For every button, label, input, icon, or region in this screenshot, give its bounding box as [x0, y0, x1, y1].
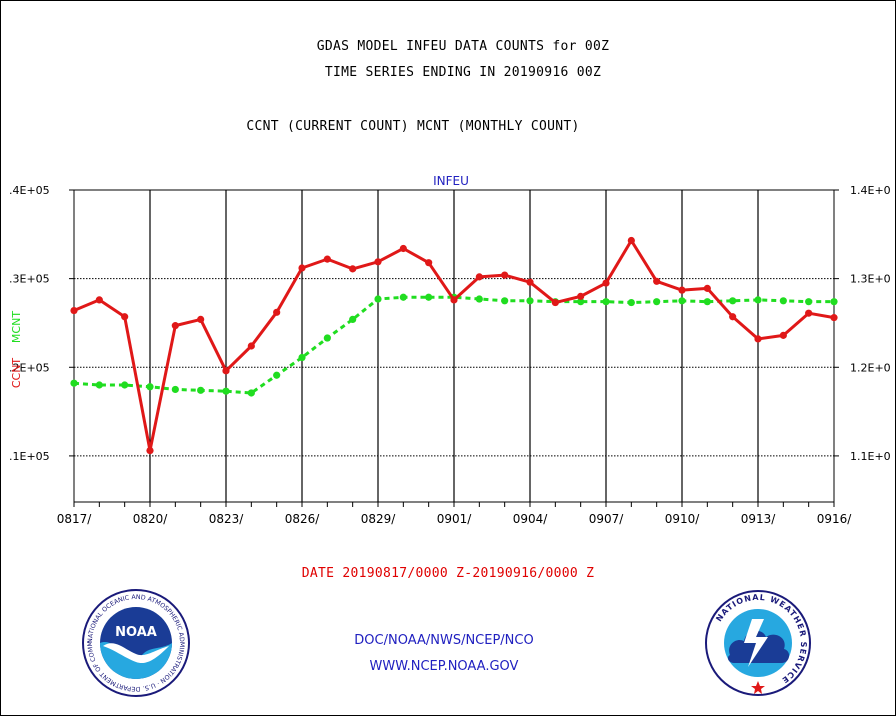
- x-tick-label: 0820/: [133, 512, 169, 526]
- noaa-letters: NOAA: [115, 625, 157, 640]
- data-point-mcnt: [830, 298, 838, 306]
- data-point-ccnt: [450, 296, 458, 304]
- data-point-ccnt: [247, 342, 255, 350]
- data-point-ccnt: [197, 315, 205, 324]
- x-tick-label: 0829/: [361, 512, 397, 526]
- y-tick-label-right: 1.2E+0: [850, 361, 891, 374]
- data-point-ccnt: [830, 314, 838, 322]
- x-tick-label: 0907/: [589, 512, 625, 526]
- data-point-ccnt: [805, 309, 813, 317]
- y-tick-label-right: 1.1E+0: [850, 450, 891, 463]
- series-lines: [70, 236, 838, 455]
- data-point-mcnt: [374, 295, 382, 303]
- y-tick-label-left: .4E+05: [9, 184, 50, 197]
- x-tick-label: 0904/: [513, 512, 549, 526]
- data-point-ccnt: [121, 313, 129, 321]
- data-point-mcnt: [273, 371, 281, 379]
- y-tick-label-left: .3E+05: [9, 273, 50, 286]
- grid-lines: [69, 189, 839, 507]
- data-point-mcnt: [95, 381, 103, 389]
- y-tick-label-left: .1E+05: [9, 450, 50, 463]
- data-point-ccnt: [577, 292, 585, 300]
- data-point-mcnt: [627, 298, 635, 307]
- noaa-logo: NATIONAL OCEANIC AND ATMOSPHERIC ADMINIS…: [79, 583, 191, 702]
- data-point-mcnt: [121, 381, 129, 389]
- data-point-ccnt: [399, 244, 407, 253]
- data-point-mcnt: [678, 297, 686, 305]
- data-point-ccnt: [171, 322, 179, 330]
- data-point-mcnt: [526, 297, 534, 305]
- data-point-ccnt: [729, 313, 737, 321]
- data-point-mcnt: [805, 298, 813, 306]
- data-point-ccnt: [627, 236, 635, 245]
- data-point-ccnt: [349, 265, 357, 273]
- data-point-mcnt: [754, 296, 762, 304]
- org-path: DOC/NOAA/NWS/NCEP/NCO: [354, 633, 534, 648]
- x-tick-label: 0910/: [665, 512, 701, 526]
- data-point-mcnt: [425, 293, 433, 301]
- data-point-ccnt: [95, 296, 103, 304]
- nws-logo: NATIONAL WEATHER SERVICE: [704, 589, 812, 701]
- data-point-ccnt: [425, 259, 433, 267]
- data-point-mcnt: [70, 379, 78, 387]
- x-tick-label: 0826/: [285, 512, 321, 526]
- data-point-ccnt: [374, 258, 382, 266]
- data-point-mcnt: [501, 297, 509, 305]
- x-tick-label: 0823/: [209, 512, 245, 526]
- chart-title: GDAS MODEL INFEU DATA COUNTS for 00Z: [316, 39, 610, 54]
- data-point-mcnt: [729, 297, 737, 305]
- data-point-mcnt: [323, 334, 331, 342]
- data-point-mcnt: [197, 386, 205, 394]
- y-tick-label-right: 1.3E+0: [850, 273, 891, 286]
- data-point-mcnt: [171, 385, 179, 394]
- data-point-mcnt: [475, 295, 483, 303]
- data-point-mcnt: [146, 383, 154, 391]
- data-point-ccnt: [551, 298, 559, 307]
- x-tick-label: 0817/: [57, 512, 93, 526]
- data-point-ccnt: [222, 367, 230, 375]
- y-axis-label-ccnt: CCNT: [10, 358, 23, 389]
- data-point-ccnt: [754, 335, 762, 343]
- date-range-label: DATE 20190817/0000 Z-20190916/0000 Z: [301, 566, 595, 581]
- x-tick-label: 0916/: [817, 512, 853, 526]
- data-point-ccnt: [475, 273, 483, 281]
- data-point-ccnt: [323, 255, 331, 263]
- data-point-ccnt: [146, 446, 154, 455]
- data-point-ccnt: [703, 284, 711, 292]
- data-point-mcnt: [247, 389, 255, 397]
- data-point-ccnt: [501, 271, 509, 279]
- data-point-mcnt: [349, 315, 357, 324]
- data-point-ccnt: [602, 279, 610, 287]
- data-point-ccnt: [678, 286, 686, 294]
- y-tick-label-right: 1.4E+0: [850, 184, 891, 197]
- data-point-mcnt: [577, 298, 585, 306]
- website-link[interactable]: WWW.NCEP.NOAA.GOV: [369, 659, 519, 674]
- series-description: CCNT (CURRENT COUNT) MCNT (MONTHLY COUNT…: [246, 119, 580, 134]
- y-axis-label-mcnt: MCNT: [10, 311, 23, 343]
- y-tick-label-left: .2E+05: [9, 361, 50, 374]
- data-point-mcnt: [653, 298, 661, 306]
- data-point-mcnt: [779, 297, 787, 305]
- data-point-ccnt: [273, 308, 281, 316]
- chart-subtitle: TIME SERIES ENDING IN 20190916 00Z: [324, 65, 602, 80]
- data-point-ccnt: [526, 278, 534, 286]
- x-tick-label: 0901/: [437, 512, 473, 526]
- panel-label: INFEU: [433, 174, 469, 188]
- data-point-mcnt: [703, 298, 711, 306]
- data-point-ccnt: [298, 264, 306, 272]
- data-point-ccnt: [70, 306, 78, 315]
- data-point-ccnt: [779, 331, 787, 339]
- x-tick-label: 0913/: [741, 512, 777, 526]
- data-point-mcnt: [298, 353, 306, 362]
- data-point-mcnt: [222, 387, 230, 395]
- data-point-ccnt: [653, 277, 661, 285]
- axis-labels: .1E+05 1.1E+0 .2E+05 1.2E+0 .3E+05 1.3E+0 .4E+…: [9, 184, 891, 526]
- data-point-mcnt: [399, 293, 407, 301]
- data-point-mcnt: [602, 298, 610, 306]
